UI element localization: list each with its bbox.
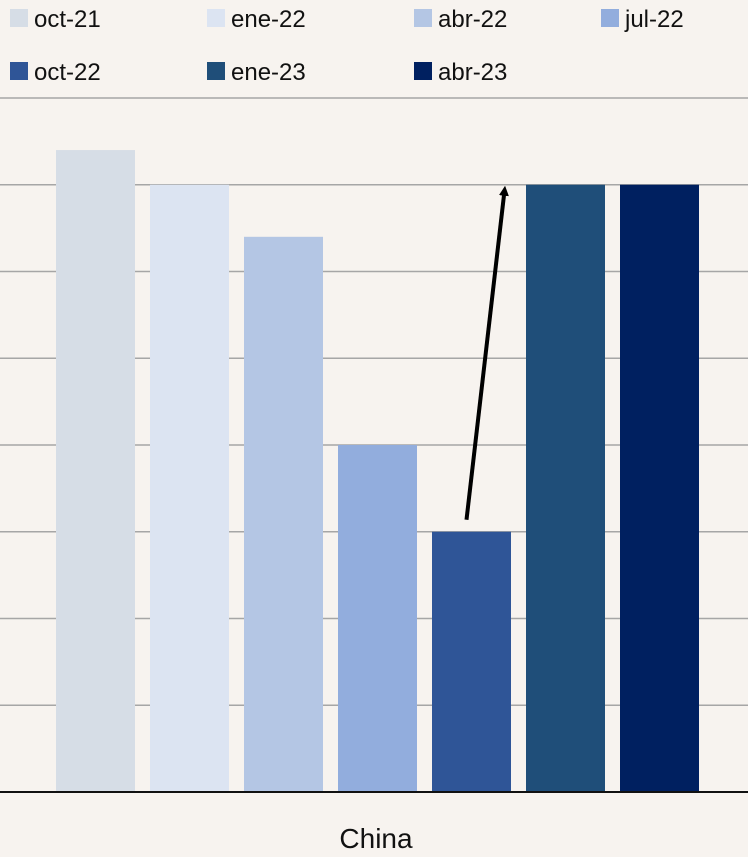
legend-label: abr-22 xyxy=(438,6,507,33)
chart-legend: oct-21 ene-22 abr-22 jul-22 oct-22 ene-23 abr-… xyxy=(10,6,684,86)
bar-ene-23 xyxy=(526,184,605,792)
legend-item-jul-22: jul-22 xyxy=(601,6,684,33)
bar-oct-21 xyxy=(56,150,135,793)
legend-swatch xyxy=(10,9,28,27)
legend-label: abr-23 xyxy=(438,59,507,86)
legend-label: oct-21 xyxy=(34,6,101,33)
legend-label: jul-22 xyxy=(624,6,684,33)
trend-annotation xyxy=(464,185,509,520)
bar-jul-22 xyxy=(338,445,417,792)
legend-swatch xyxy=(601,9,619,27)
legend-swatch xyxy=(207,62,225,80)
legend-item-abr-22: abr-22 xyxy=(414,6,507,33)
bar-ene-22 xyxy=(150,184,229,792)
legend-swatch xyxy=(414,9,432,27)
legend-item-oct-21: oct-21 xyxy=(10,6,101,33)
category-label: China xyxy=(339,823,413,854)
bars xyxy=(56,150,699,793)
increase-arrow xyxy=(464,185,509,520)
legend-swatch xyxy=(10,62,28,80)
legend-label: ene-22 xyxy=(231,6,306,33)
bar-oct-22 xyxy=(432,531,511,792)
legend-swatch xyxy=(207,9,225,27)
x-axis: China xyxy=(0,791,748,854)
legend-item-abr-23: abr-23 xyxy=(414,59,507,86)
legend-label: oct-22 xyxy=(34,59,101,86)
legend-item-ene-22: ene-22 xyxy=(207,6,306,33)
legend-label: ene-23 xyxy=(231,59,306,86)
legend-swatch xyxy=(414,62,432,80)
legend-item-oct-22: oct-22 xyxy=(10,59,101,86)
bar-abr-22 xyxy=(244,236,323,793)
legend-item-ene-23: ene-23 xyxy=(207,59,306,86)
bar-abr-23 xyxy=(620,184,699,792)
